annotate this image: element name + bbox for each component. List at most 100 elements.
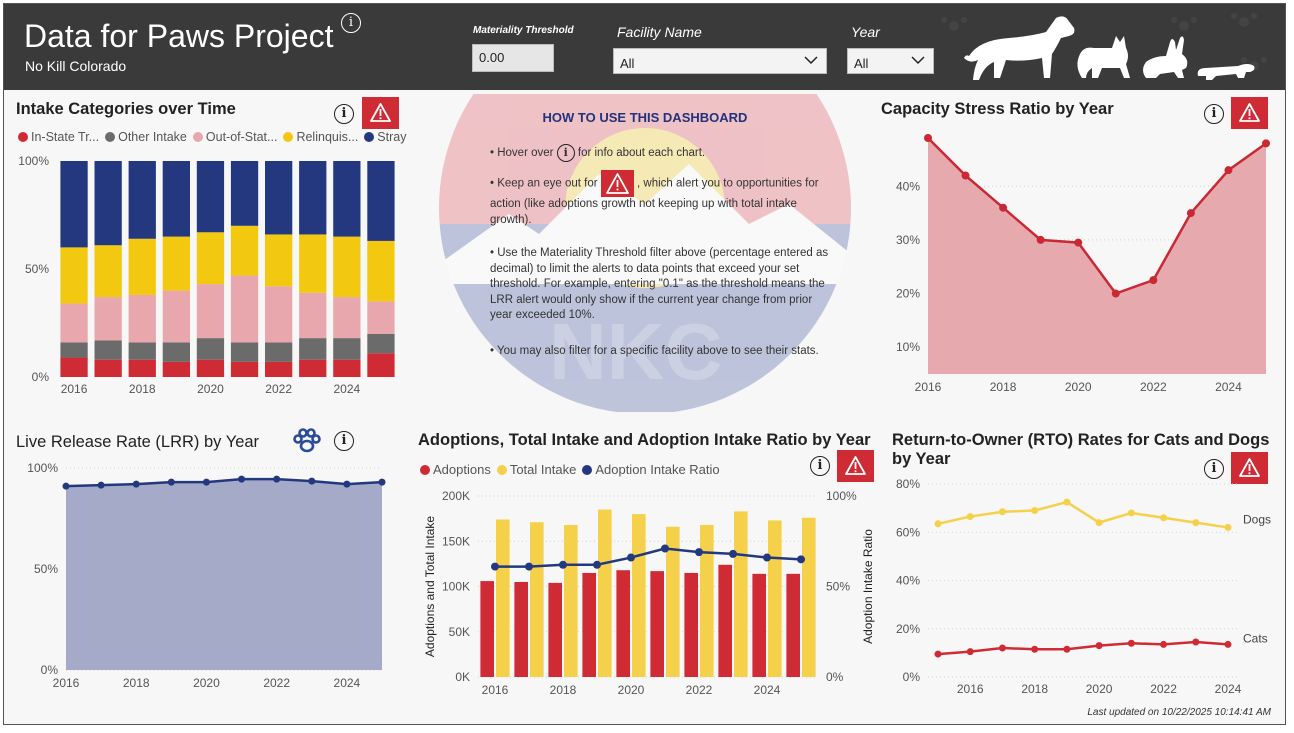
bar-segment bbox=[196, 284, 225, 339]
ratio-point bbox=[491, 562, 499, 571]
bar-segment bbox=[60, 303, 88, 343]
y-tick-label: 20% bbox=[896, 622, 920, 636]
legend-item[interactable]: Total Intake bbox=[496, 462, 577, 477]
data-point bbox=[1127, 639, 1135, 647]
adoptions-bar bbox=[684, 572, 698, 677]
ratio-point bbox=[695, 548, 703, 557]
legend-item[interactable]: Adoptions bbox=[420, 462, 491, 477]
warning-alert-button[interactable] bbox=[837, 450, 874, 482]
info-icon: i bbox=[556, 144, 575, 162]
threshold-input[interactable]: 0.00 bbox=[472, 44, 554, 72]
bar-segment bbox=[367, 333, 395, 354]
warning-alert-button[interactable] bbox=[362, 97, 399, 129]
data-point bbox=[1111, 289, 1120, 298]
legend-item[interactable]: Other Intake bbox=[105, 130, 187, 144]
x-tick-label: 2020 bbox=[1086, 682, 1113, 696]
info-icon[interactable]: i bbox=[334, 431, 354, 451]
total-intake-bar bbox=[666, 526, 680, 677]
rto-chart-title-line2: by Year bbox=[892, 450, 951, 468]
y-tick-label: 50% bbox=[34, 562, 58, 576]
bar-segment bbox=[265, 286, 293, 343]
info-icon[interactable]: i bbox=[1204, 459, 1224, 479]
bar-segment bbox=[299, 161, 327, 235]
legend-label: Other Intake bbox=[118, 130, 187, 144]
capacity-chart: 10% 20% 30% 40% 2016 2018 2020 2022 2024 bbox=[896, 134, 1270, 394]
x-tick-label: 2020 bbox=[197, 382, 224, 396]
facility-select-value: All bbox=[620, 56, 635, 71]
y-tick-label: 200K bbox=[442, 489, 470, 503]
data-point bbox=[1127, 509, 1135, 517]
info-icon[interactable]: i bbox=[810, 456, 830, 476]
warning-alert-button[interactable] bbox=[1231, 97, 1268, 129]
series-line bbox=[937, 640, 1229, 656]
bar-segment bbox=[162, 361, 190, 377]
data-point bbox=[961, 171, 970, 180]
intake-chart: 0% 50% 100% 2016 2018 2020 2022 2024 bbox=[18, 154, 395, 396]
x-tick-label: 2024 bbox=[1215, 682, 1242, 696]
legend-label: Stray bbox=[377, 130, 407, 144]
intake-legend: In-State Tr... Other Intake Out-of-Stat.… bbox=[18, 130, 406, 144]
capacity-chart-title: Capacity Stress Ratio by Year bbox=[881, 100, 1114, 118]
y-tick-label: 80% bbox=[896, 477, 920, 491]
data-point bbox=[1031, 645, 1039, 653]
warning-alert-button[interactable] bbox=[1231, 452, 1268, 484]
legend-item[interactable]: Stray bbox=[364, 130, 406, 144]
data-point bbox=[1224, 640, 1232, 648]
adoptions-bar bbox=[582, 572, 596, 677]
data-point bbox=[1031, 507, 1039, 515]
y-tick-label: 60% bbox=[896, 525, 920, 539]
y-tick-label: 0% bbox=[41, 663, 59, 677]
info-icon[interactable]: i bbox=[1204, 104, 1224, 124]
bar-segment bbox=[265, 361, 293, 377]
x-tick-label: 2022 bbox=[1150, 682, 1177, 696]
y-right-tick-label: 50% bbox=[826, 580, 850, 594]
chevron-down-icon bbox=[804, 56, 818, 65]
howto-tip-alert-text: • Keep an eye out for bbox=[490, 177, 598, 190]
adoptions-legend: Adoptions Total Intake Adoption Intake R… bbox=[420, 462, 720, 477]
bar-segment bbox=[162, 342, 190, 362]
warning-icon bbox=[1239, 103, 1260, 122]
year-select[interactable]: All bbox=[847, 48, 934, 74]
x-tick-label: 2020 bbox=[1065, 380, 1092, 394]
paw-icon bbox=[293, 428, 321, 453]
total-intake-bar bbox=[564, 524, 578, 677]
bar-segment bbox=[367, 353, 395, 377]
legend-label: Total Intake bbox=[509, 462, 577, 477]
legend-item[interactable]: Adoption Intake Ratio bbox=[582, 462, 720, 477]
howto-tip-alert: • Keep an eye out for , which alert you … bbox=[490, 170, 830, 228]
legend-label: Adoptions bbox=[433, 462, 491, 477]
data-point bbox=[934, 650, 942, 658]
bar-segment bbox=[128, 294, 156, 343]
legend-swatch bbox=[192, 132, 203, 142]
info-icon[interactable]: i bbox=[341, 13, 361, 33]
y-tick-label: 40% bbox=[896, 179, 920, 193]
y-tick-label: 20% bbox=[896, 287, 920, 301]
legend-label: In-State Tr... bbox=[31, 130, 100, 144]
bar-segment bbox=[196, 232, 225, 285]
data-point bbox=[1149, 276, 1158, 285]
bar-segment bbox=[128, 342, 156, 360]
ratio-point bbox=[729, 549, 737, 558]
bar-segment bbox=[196, 161, 225, 233]
x-tick-label: 2018 bbox=[123, 676, 150, 690]
legend-item[interactable]: In-State Tr... bbox=[18, 130, 99, 144]
x-tick-label: 2018 bbox=[990, 380, 1017, 394]
facility-select[interactable]: All bbox=[613, 48, 827, 74]
intake-chart-title: Intake Categories over Time bbox=[16, 100, 236, 118]
legend-swatch bbox=[496, 464, 507, 475]
lrr-chart: 0% 50% 100% 2016 2018 2020 2022 2024 bbox=[27, 461, 386, 690]
data-point bbox=[998, 508, 1006, 516]
data-point bbox=[378, 478, 386, 486]
data-point bbox=[1074, 238, 1083, 247]
howto-tip-alert-text-end: , which alert you to opportunities for a… bbox=[490, 177, 819, 226]
ratio-point bbox=[593, 560, 601, 569]
bar-segment bbox=[333, 236, 361, 298]
info-icon[interactable]: i bbox=[334, 104, 354, 124]
bar-segment bbox=[299, 292, 327, 339]
legend-item[interactable]: Relinquis... bbox=[283, 130, 358, 144]
bar-segment bbox=[94, 245, 122, 298]
x-tick-label: 2016 bbox=[53, 676, 80, 690]
legend-item[interactable]: Out-of-Stat... bbox=[192, 130, 277, 144]
y-right-axis-label: Adoption Intake Ratio bbox=[861, 529, 875, 644]
bar-segment bbox=[367, 301, 395, 334]
